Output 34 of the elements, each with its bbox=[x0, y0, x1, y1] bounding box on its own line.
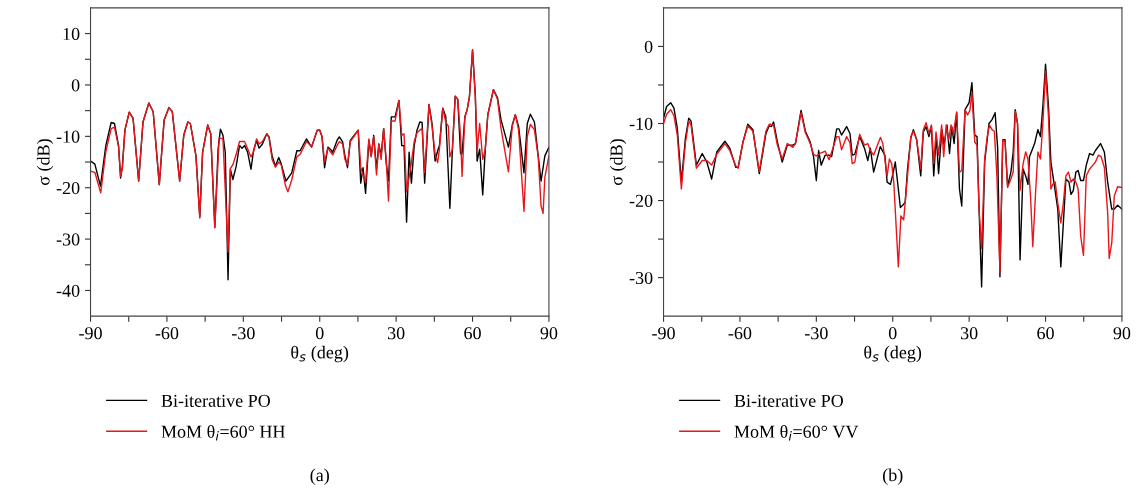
y-tick-label: -30 bbox=[56, 233, 80, 246]
text: (a) bbox=[310, 468, 329, 485]
x-tick-label: 0 bbox=[888, 327, 897, 340]
legend-label: Bi-iterative PO bbox=[161, 394, 271, 407]
x-tick-label: 90 bbox=[540, 327, 558, 340]
y-tick-label: 0 bbox=[71, 79, 80, 92]
x-tick-label: 60 bbox=[464, 327, 481, 340]
x-axis-title: θ$_{s}$ (deg) bbox=[291, 345, 349, 363]
x-tick-label: 90 bbox=[1113, 327, 1131, 340]
x-tick-label: -60 bbox=[728, 327, 752, 340]
x-tick-label: 0 bbox=[315, 327, 324, 340]
y-tick-label: -30 bbox=[629, 271, 653, 285]
y-axis-title: σ (dB) bbox=[609, 139, 627, 186]
legend-label: Bi-iterative PO bbox=[734, 394, 844, 407]
y-tick-label: 10 bbox=[63, 27, 80, 41]
x-tick-label: 30 bbox=[387, 327, 405, 340]
y-tick-label: -20 bbox=[56, 181, 80, 195]
x-tick-label: -90 bbox=[652, 327, 675, 340]
y-tick-label: 0 bbox=[644, 40, 653, 53]
y-tick-label: -20 bbox=[629, 194, 653, 208]
x-tick-label: -90 bbox=[79, 327, 102, 340]
y-tick-label: -40 bbox=[56, 284, 80, 297]
x-tick-label: -30 bbox=[804, 327, 828, 340]
x-tick-label: 60 bbox=[1037, 327, 1054, 340]
x-axis-title: θ$_{s}$ (deg) bbox=[864, 345, 922, 363]
text: (b) bbox=[883, 468, 903, 485]
y-axis-title: σ (dB) bbox=[36, 139, 54, 186]
y-tick-label: -10 bbox=[629, 117, 653, 130]
y-tick-label: -10 bbox=[56, 130, 80, 143]
x-tick-label: 30 bbox=[960, 327, 978, 340]
legend-label: MoM θ$_{i}$=60° HH bbox=[161, 424, 285, 441]
x-tick-label: -60 bbox=[155, 327, 179, 340]
legend-label: MoM θ$_{i}$=60° VV bbox=[734, 424, 859, 441]
x-tick-label: -30 bbox=[231, 327, 255, 340]
